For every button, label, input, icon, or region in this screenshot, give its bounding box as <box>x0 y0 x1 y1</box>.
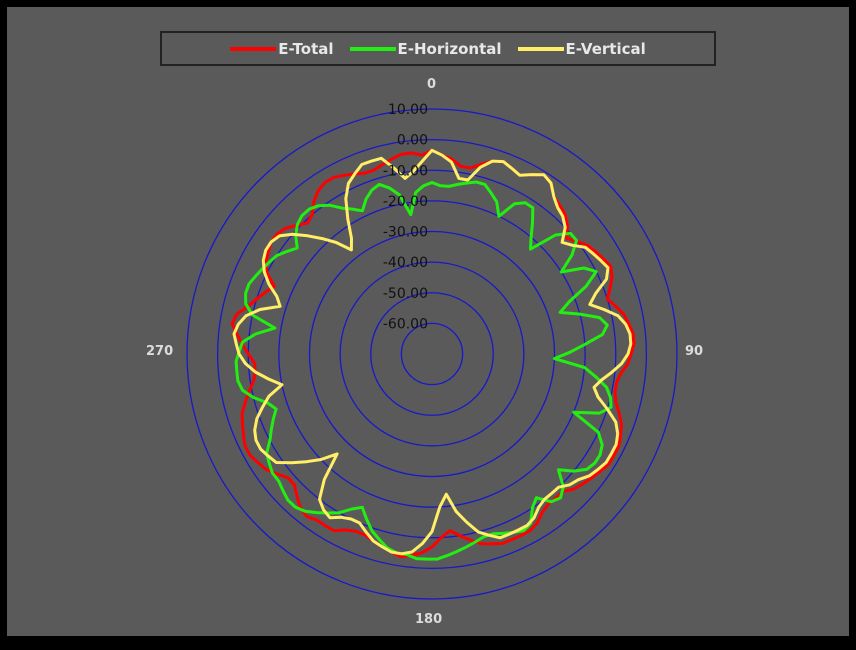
legend-item-e-vertical: E-Vertical <box>517 39 646 58</box>
grid-ring <box>370 292 494 416</box>
legend-swatch-e-vertical <box>517 46 564 51</box>
grid-ring <box>278 200 586 508</box>
legend-label-e-total: E-Total <box>278 39 334 58</box>
grid-ring <box>400 322 464 386</box>
grid-ring <box>339 261 525 447</box>
grid-ring <box>216 138 648 570</box>
radial-tick-label: 10.00 <box>388 102 428 118</box>
polar-chart: 10.00 0.00 -10.00 -20.00 -30.00 -40.00 -50.00 -… <box>186 102 678 600</box>
radial-tick-label: -60.00 <box>383 316 428 332</box>
legend: E-Total E-Horizontal E-Vertical <box>160 31 716 66</box>
radial-tick-label: -20.00 <box>383 194 428 210</box>
legend-label-e-vertical: E-Vertical <box>565 39 646 58</box>
radial-tick-label: -30.00 <box>383 225 428 241</box>
radial-tick-label: -10.00 <box>383 163 428 179</box>
angle-label-90: 90 <box>685 344 704 359</box>
radial-tick-label: -40.00 <box>383 255 428 271</box>
series-line-e-horizontal <box>234 180 613 561</box>
series-line-e-total <box>230 148 636 559</box>
legend-swatch-e-horizontal <box>349 46 396 51</box>
legend-item-e-total: E-Total <box>230 39 334 58</box>
angle-label-180: 180 <box>415 612 443 627</box>
series-line-e-vertical <box>232 148 633 556</box>
grid-ring <box>186 108 678 600</box>
angle-label-0: 0 <box>427 77 437 92</box>
angle-label-270: 270 <box>146 344 174 359</box>
legend-item-e-horizontal: E-Horizontal <box>349 39 502 58</box>
grid-ring <box>308 230 556 478</box>
legend-swatch-e-total <box>230 46 277 51</box>
plot-area: 10.00 0.00 -10.00 -20.00 -30.00 -40.00 -50.00 -… <box>7 7 849 636</box>
radial-tick-label: -50.00 <box>383 286 428 302</box>
legend-label-e-horizontal: E-Horizontal <box>397 39 502 58</box>
radial-tick-label: 0.00 <box>397 133 428 149</box>
